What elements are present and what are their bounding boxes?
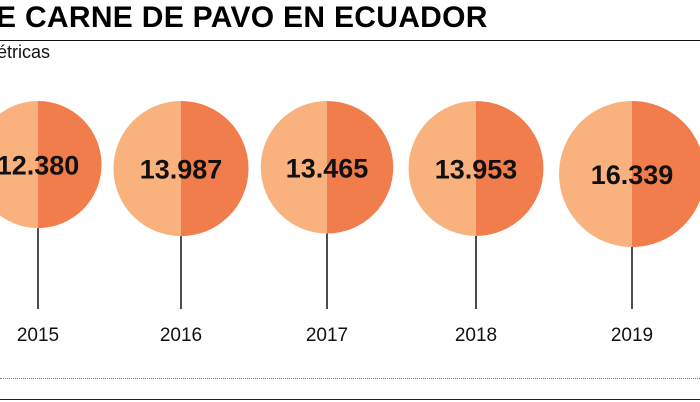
bubble-left-half	[260, 101, 327, 234]
value-label: 13.953	[435, 154, 518, 184]
bubble-right-half	[327, 101, 394, 234]
value-label: 13.465	[286, 153, 369, 183]
bubble-right-half	[476, 101, 544, 236]
dotted-divider	[0, 378, 700, 379]
year-label: 2019	[611, 325, 653, 346]
year-label: 2017	[306, 325, 348, 346]
chart-title: E CARNE DE PAVO EN ECUADOR	[0, 1, 488, 34]
bubble-right-half	[632, 101, 700, 247]
bubble-left-half	[0, 101, 38, 229]
bubble-left-half	[113, 101, 181, 237]
year-label: 2016	[160, 325, 202, 346]
bubble-2017: 13.465 2017	[260, 101, 394, 346]
value-label: 12.380	[0, 151, 79, 181]
bubble-right-half	[38, 101, 102, 229]
title-bar: E CARNE DE PAVO EN ECUADOR	[0, 0, 700, 41]
bubble-2019: 16.339 2019	[559, 101, 700, 346]
bubble-2015: 12.380 2015	[0, 101, 102, 346]
year-label: 2018	[455, 325, 497, 346]
year-label: 2015	[17, 325, 59, 346]
chart-subtitle: étricas	[0, 42, 51, 62]
bubble-right-half	[181, 101, 249, 237]
bubble-2018: 13.953 2018	[408, 101, 544, 346]
bubble-left-half	[559, 101, 632, 247]
bottom-divider	[0, 399, 700, 400]
value-label: 13.987	[140, 155, 223, 185]
value-label: 16.339	[591, 160, 674, 190]
bubble-2016: 13.987 2016	[113, 101, 249, 346]
bubble-left-half	[408, 101, 476, 236]
